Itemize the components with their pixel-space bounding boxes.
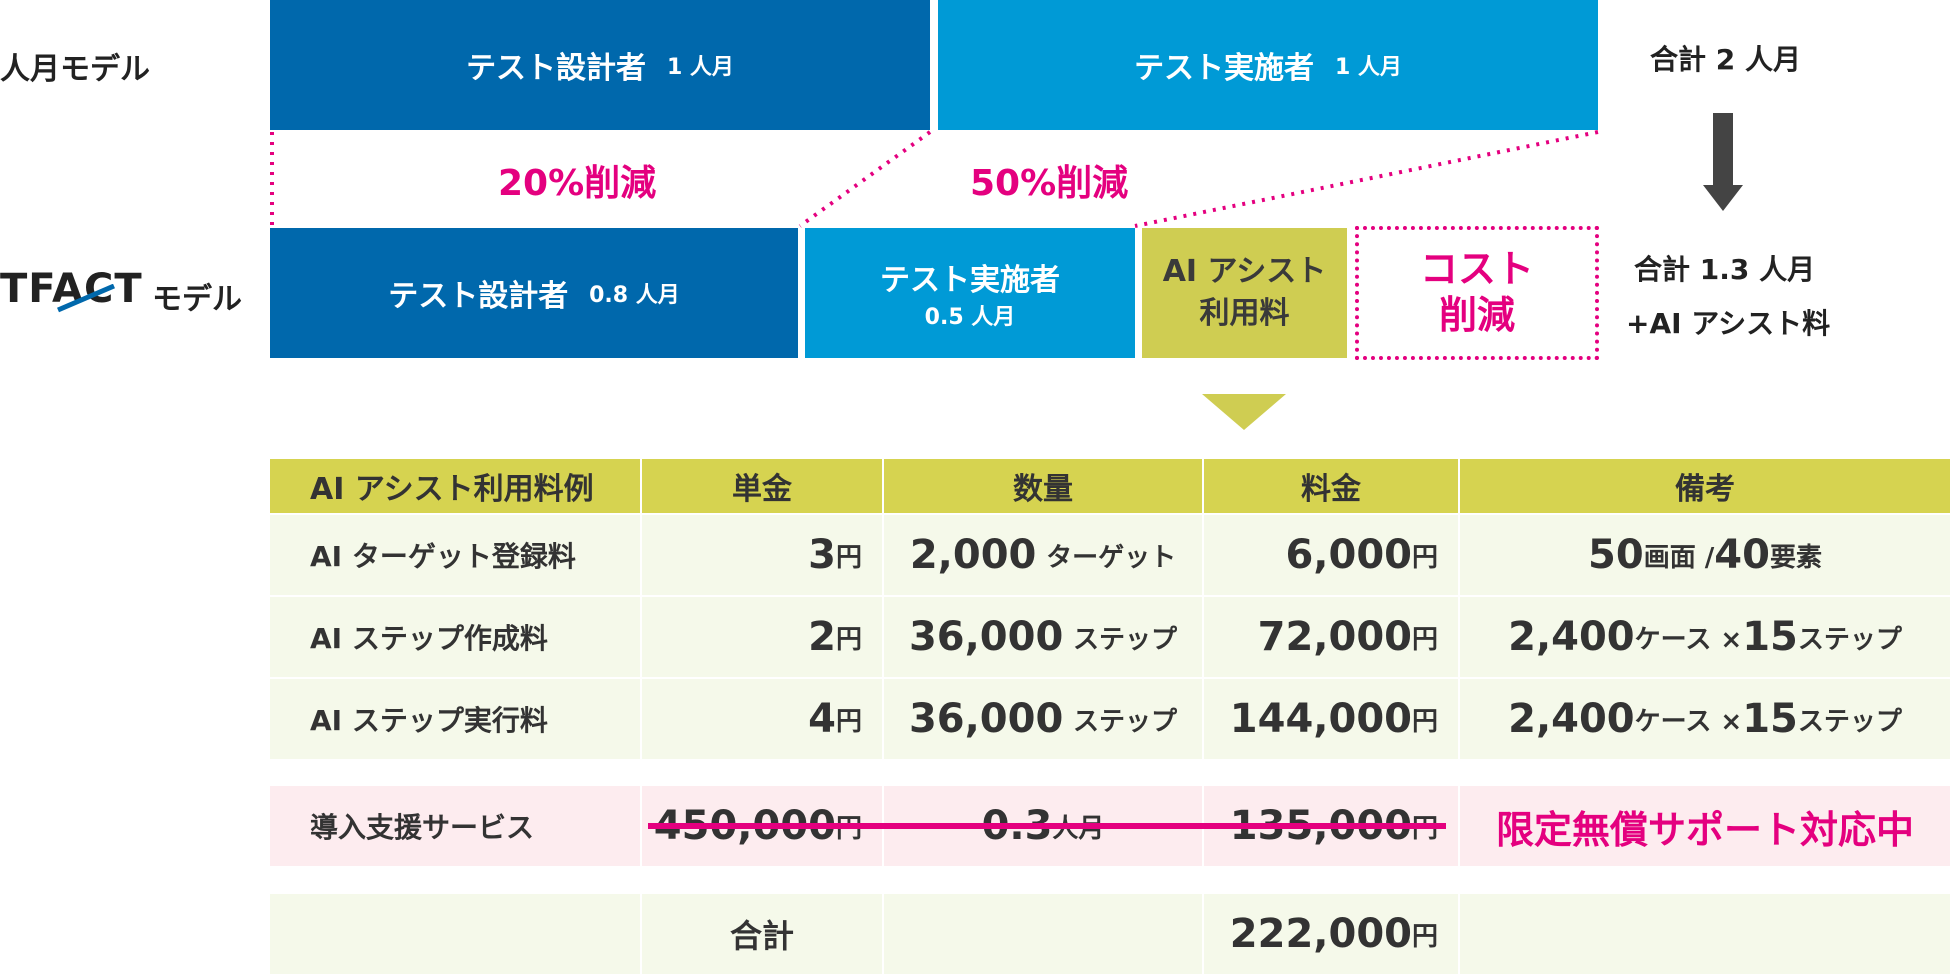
row3-note: 2,400 ケース × 15 ステップ <box>1460 679 1950 759</box>
reduction-designer: 20%削減 <box>498 163 657 204</box>
row2-fee-num: 72,000 <box>1257 614 1412 660</box>
row1-fee-yen: 円 <box>1411 542 1438 573</box>
row2-note-a: 2,400 <box>1508 614 1635 660</box>
down-arrow-head <box>1703 185 1743 211</box>
header-item: AI アシスト利用料例 <box>270 459 640 513</box>
down-arrow-icon <box>1713 113 1733 185</box>
row1-note-c: 40 <box>1714 532 1770 578</box>
row3-fee-num: 144,000 <box>1229 696 1412 742</box>
row2-name: AI ステップ作成料 <box>270 597 640 677</box>
header-note: 備考 <box>1460 459 1950 513</box>
row1-note: 50 画面 / 40 要素 <box>1460 515 1950 595</box>
row1-note-a: 50 <box>1588 532 1644 578</box>
executor-label: テスト実施者 <box>1134 51 1315 86</box>
new-designer-qty: 0.8 人月 <box>589 283 680 308</box>
row1-fee-num: 6,000 <box>1285 532 1412 578</box>
cost-line2: 削減 <box>1438 293 1515 337</box>
row2-unit-yen: 円 <box>835 624 862 655</box>
row2-note-b: ケース × <box>1634 624 1743 655</box>
executor-box: テスト実施者 1 人月 <box>938 0 1598 130</box>
row3-note-a: 2,400 <box>1508 696 1635 742</box>
row3-note-b: ケース × <box>1634 706 1743 737</box>
row3-fee-yen: 円 <box>1411 706 1438 737</box>
executor-qty: 1 人月 <box>1334 55 1402 80</box>
row2-qty-num: 36,000 <box>908 614 1064 660</box>
row1-fee: 6,000 円 <box>1204 515 1458 595</box>
row3-unit-yen: 円 <box>835 706 862 737</box>
designer-box: テスト設計者 1 人月 <box>270 0 930 130</box>
new-executor-label: テスト実施者 <box>880 263 1060 298</box>
row1-unit-num: 3 <box>808 532 836 578</box>
total-label: 合計 <box>642 894 882 974</box>
designer-label: テスト設計者 <box>466 51 647 86</box>
manmonth-model-label: 人月モデル <box>0 52 150 87</box>
row1-name: AI ターゲット登録料 <box>270 515 640 595</box>
strikethrough-line <box>648 823 1446 829</box>
row3-unit-num: 4 <box>808 696 836 742</box>
total-empty-3 <box>1460 894 1950 974</box>
new-total-line1: 合計 1.3 人月 <box>1634 253 1816 286</box>
support-name: 導入支援サービス <box>270 786 640 866</box>
total-fee-yen: 円 <box>1411 921 1438 952</box>
row3-qty-unit: ステップ <box>1073 706 1178 737</box>
support-note: 限定無償サポート対応中 <box>1460 786 1950 866</box>
row1-unit-yen: 円 <box>835 542 862 573</box>
row2-fee: 72,000 円 <box>1204 597 1458 677</box>
row3-name: AI ステップ実行料 <box>270 679 640 759</box>
total-fee: 222,000 円 <box>1204 894 1458 974</box>
designer-qty: 1 人月 <box>666 55 734 80</box>
row1-qty-unit: ターゲット <box>1046 542 1177 573</box>
header-unit-price: 単金 <box>642 459 882 513</box>
total-empty-1 <box>270 894 640 974</box>
total-empty-2 <box>884 894 1202 974</box>
row1-qty: 2,000 ターゲット <box>884 515 1202 595</box>
row2-note: 2,400 ケース × 15 ステップ <box>1460 597 1950 677</box>
total-manmonth: 合計 2 人月 <box>1650 43 1801 76</box>
down-triangle-icon <box>1202 394 1286 430</box>
new-total-line2: +AI アシスト料 <box>1626 307 1831 340</box>
row1-qty-num: 2,000 <box>909 532 1037 578</box>
new-designer-box: テスト設計者 0.8 人月 <box>270 228 798 358</box>
new-designer-label: テスト設計者 <box>388 279 569 314</box>
row2-unit-num: 2 <box>808 614 836 660</box>
row2-note-c: 15 <box>1742 614 1798 660</box>
row1-note-d: 要素 <box>1769 542 1822 573</box>
row3-fee: 144,000 円 <box>1204 679 1458 759</box>
header-fee: 料金 <box>1204 459 1458 513</box>
ai-fee-line2: 利用料 <box>1199 296 1290 331</box>
header-quantity: 数量 <box>884 459 1202 513</box>
ai-fee-box: AI アシスト 利用料 <box>1142 228 1347 358</box>
tfact-model-suffix: モデル <box>152 282 242 317</box>
ai-fee-line1: AI アシスト <box>1162 254 1327 289</box>
row3-note-d: ステップ <box>1797 706 1902 737</box>
row3-qty-num: 36,000 <box>908 696 1064 742</box>
row2-qty: 36,000 ステップ <box>884 597 1202 677</box>
total-fee-num: 222,000 <box>1229 911 1412 957</box>
new-executor-box: テスト実施者 0.5 人月 <box>805 228 1135 358</box>
cost-line1: コスト <box>1419 247 1534 292</box>
row2-qty-unit: ステップ <box>1073 624 1178 655</box>
row3-note-c: 15 <box>1742 696 1798 742</box>
reduction-lines <box>270 130 1599 228</box>
row1-note-b: 画面 / <box>1643 542 1715 573</box>
new-executor-qty: 0.5 人月 <box>924 305 1016 330</box>
reduction-executor: 50%削減 <box>970 163 1129 204</box>
row2-fee-yen: 円 <box>1411 624 1438 655</box>
tfact-logo-swoosh <box>57 284 115 313</box>
cost-reduction-box: コスト 削減 <box>1355 226 1599 360</box>
row2-note-d: ステップ <box>1797 624 1902 655</box>
row3-qty: 36,000 ステップ <box>884 679 1202 759</box>
